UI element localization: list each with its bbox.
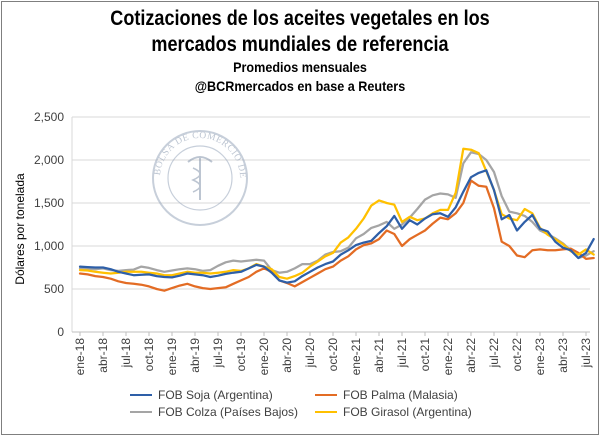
x-tick-label: ene-21 [349,338,363,376]
legend-swatch-palma [315,394,337,396]
seal-outer-ring [152,130,248,226]
x-tick-label: ene-22 [441,338,455,376]
x-tick-label: abr-21 [372,338,386,373]
x-tick-label: oct-22 [510,338,524,372]
chart-subtitle-line-2: @BCRmercados en base a Reuters [194,78,406,94]
x-tick-label: ene-18 [73,338,87,376]
x-tick-label: jul-20 [303,338,317,369]
x-tick-label: abr-18 [96,338,110,373]
x-tick-label: abr-19 [188,338,202,373]
x-tick-labels: ene-18 abr-18 jul-18 oct-18 ene-19 abr-19 jul-… [73,332,593,375]
series-line-fob-soja-argentina [78,169,595,284]
x-tick-label: oct-20 [326,338,340,372]
x-tick-label: jul-19 [211,338,225,369]
x-tick-label: jul-21 [395,338,409,369]
x-tick-label: abr-20 [280,338,294,373]
y-tick-label: 1,000 [34,239,64,253]
caduceus-snake-icon [191,167,201,193]
y-tick-label: 2,500 [34,110,64,124]
chart-title-line-2: mercados mundiales de referencia [151,33,449,56]
legend-swatch-soja [130,394,152,396]
x-tick-label: jul-18 [119,338,133,369]
y-axis-label: Dólares por tonelada [13,173,27,285]
legend-label-girasol: FOB Girasol (Argentina) [343,405,472,419]
series-line-fob-girasol-argentina [78,147,595,280]
series-lines [78,147,595,292]
y-tick-label: 0 [57,325,64,339]
x-tick-label: oct-21 [418,338,432,372]
series-line-fob-palma-malasia [78,179,595,292]
legend-swatch-colza [130,411,152,413]
y-tick-label: 2,000 [34,153,64,167]
y-tick-label: 500 [44,282,64,296]
seal-inner-ring [167,145,233,211]
legend-item-palma: FOB Palma (Malasia) [315,388,490,402]
chart-title-line-1: Cotizaciones de los aceites vegetales en… [110,7,490,30]
legend: FOB Soja (Argentina) FOB Palma (Malasia)… [130,388,490,419]
legend-label-soja: FOB Soja (Argentina) [158,388,273,402]
x-tick-label: ene-20 [257,338,271,376]
y-tick-labels: 0 500 1,000 1,500 2,000 2,500 [34,110,64,339]
x-tick-label: jul-23 [579,338,593,369]
x-tick-label: oct-18 [142,338,156,372]
x-tick-label: ene-19 [165,338,179,376]
legend-item-colza: FOB Colza (Países Bajos) [130,405,315,419]
legend-swatch-girasol [315,411,337,413]
series-line-fob-colza-pa-ses-bajos [78,151,595,274]
caduceus-wings-icon [187,156,213,163]
x-tick-label: oct-19 [234,338,248,372]
chart-subtitle-line-1: Promedios mensuales [233,59,367,75]
seal-text: BOLSA DE COMERCIO DE ROSARIO [0,0,247,179]
y-tick-label: 1,500 [34,196,64,210]
legend-label-colza: FOB Colza (Países Bajos) [158,405,299,419]
legend-item-soja: FOB Soja (Argentina) [130,388,315,402]
chart-header: Cotizaciones de los aceites vegetales en… [0,6,600,96]
legend-label-palma: FOB Palma (Malasia) [343,388,458,402]
legend-item-girasol: FOB Girasol (Argentina) [315,405,490,419]
x-tick-label: abr-23 [556,338,570,373]
x-tick-label: jul-22 [487,338,501,369]
x-tick-label: abr-22 [464,338,478,373]
x-tick-label: ene-23 [533,338,547,376]
